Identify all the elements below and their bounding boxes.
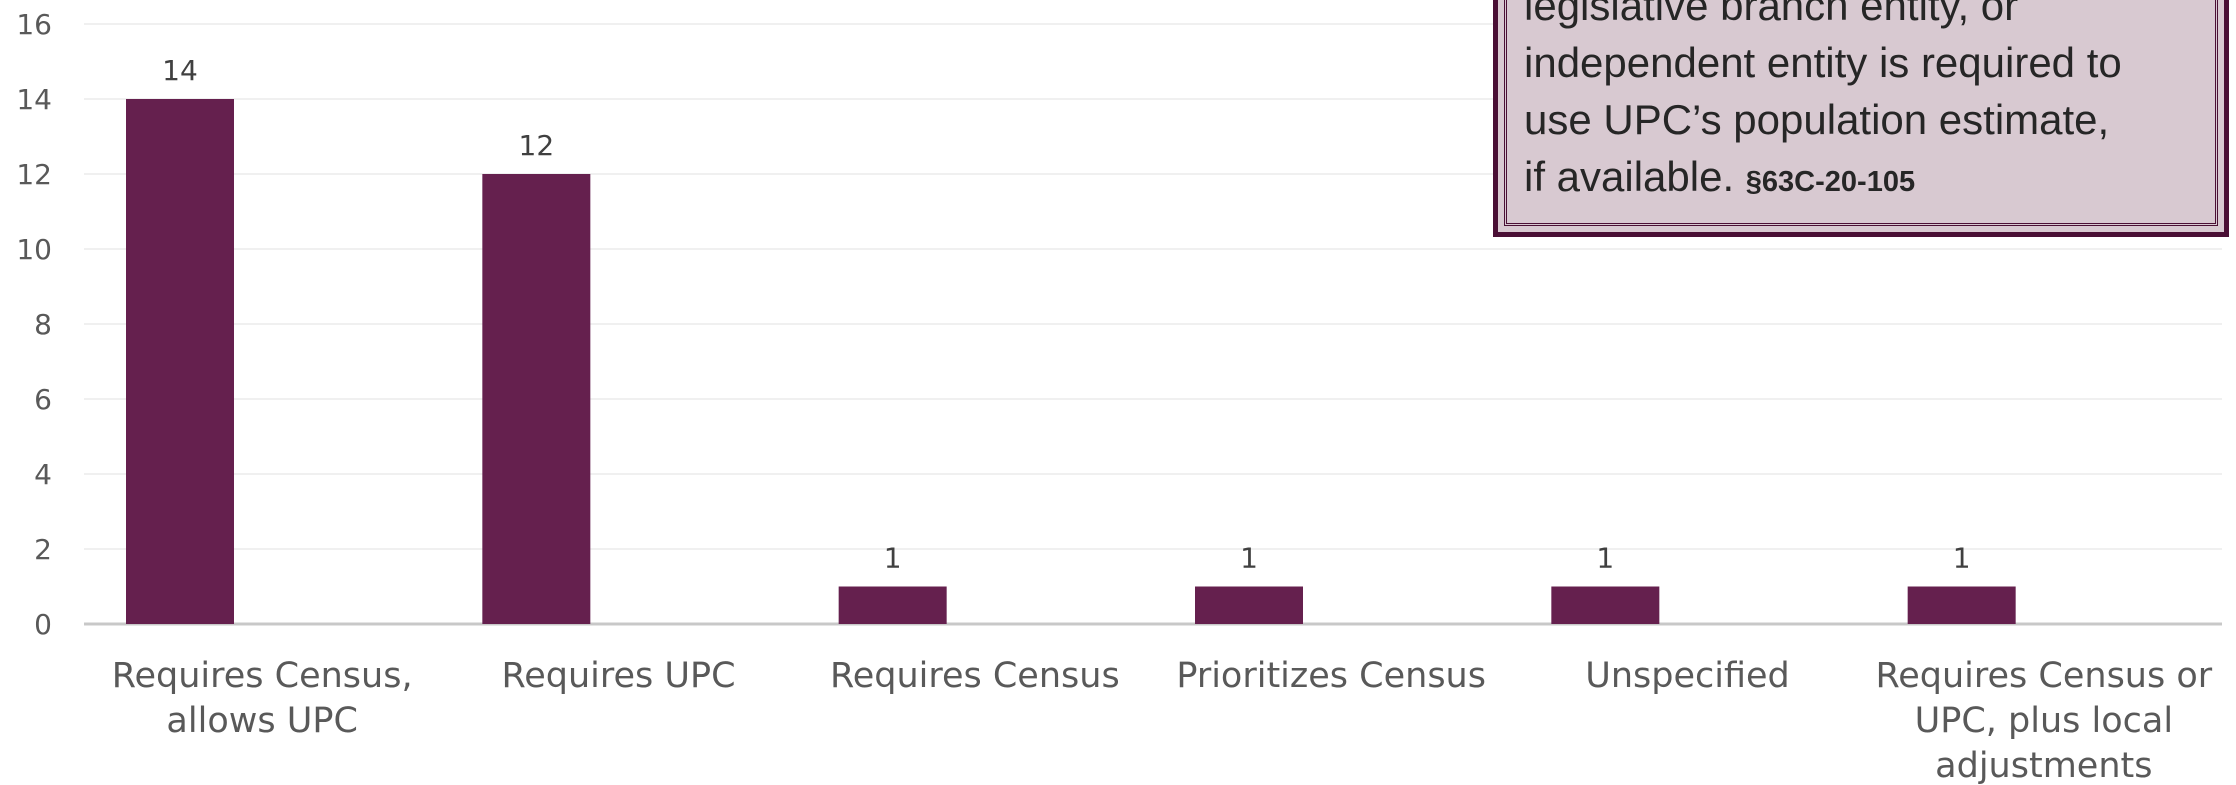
category-label-line: Requires Census or (1876, 656, 2213, 696)
bar (838, 586, 947, 624)
category-label-line: Prioritizes Census (1176, 656, 1486, 696)
category-label-line: allows UPC (166, 701, 357, 741)
y-tick-label: 10 (16, 233, 52, 266)
y-tick-label: 14 (16, 83, 52, 116)
data-label: 1 (1596, 542, 1614, 575)
bar (1907, 586, 2016, 624)
bar (126, 99, 234, 624)
callout-line: independent entity is required to (1524, 39, 2122, 86)
callout-line-text: if available. (1524, 153, 1735, 200)
y-tick-label: 2 (34, 533, 52, 566)
data-label: 1 (884, 542, 902, 575)
category-label: Prioritizes Census (1176, 656, 1486, 696)
data-label: 12 (519, 129, 555, 162)
category-label-line: Requires Census (830, 656, 1120, 696)
callout-text: legislative branch entity, or independen… (1524, 0, 2200, 211)
category-label-line: Requires Census, (112, 656, 413, 696)
category-label-line: Unspecified (1585, 656, 1790, 696)
data-label: 1 (1953, 542, 1971, 575)
category-label: Requires Census or UPC, plus local adjustm… (1876, 656, 2213, 785)
y-tick-label: 12 (16, 158, 52, 191)
statute-callout-box: legislative branch entity, or independen… (1493, 0, 2229, 237)
callout-line: use UPC’s population estimate, (1524, 96, 2110, 143)
bar (482, 174, 591, 624)
callout-line: legislative branch entity, or (1524, 0, 2019, 29)
statute-reference: §63C-20-105 (1745, 166, 1916, 198)
bar (1551, 586, 1660, 624)
category-label: Unspecified (1585, 656, 1790, 696)
category-label: Requires Census (830, 656, 1120, 696)
y-tick-label: 6 (34, 383, 52, 416)
data-label: 14 (162, 54, 198, 87)
y-tick-label: 8 (34, 308, 52, 341)
bar (1195, 586, 1303, 624)
y-tick-label: 16 (16, 8, 52, 41)
y-tick-label: 0 (34, 608, 52, 641)
category-label-line: UPC, plus local (1915, 701, 2173, 741)
callout-line: if available. §63C-20-105 (1524, 148, 2200, 211)
data-label: 1 (1240, 542, 1258, 575)
category-label: Requires UPC (501, 656, 735, 696)
category-label: Requires Census, allows UPC (112, 656, 413, 741)
category-label-line: Requires UPC (501, 656, 735, 696)
category-label-line: adjustments (1935, 746, 2152, 785)
y-tick-label: 4 (34, 458, 52, 491)
